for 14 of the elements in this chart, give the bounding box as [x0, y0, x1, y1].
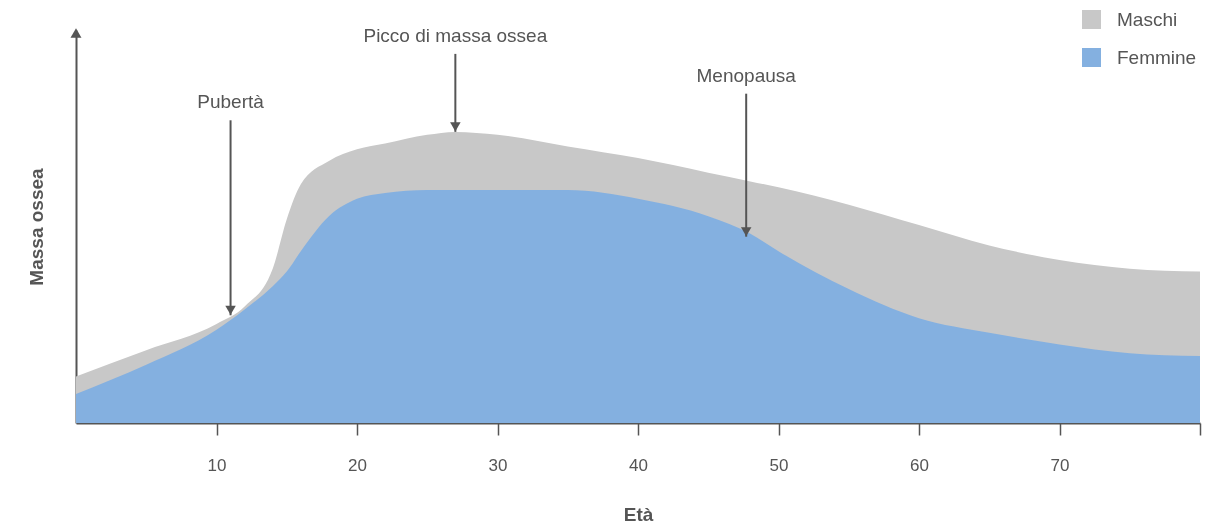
x-tick-label: 40 [629, 455, 648, 475]
annotation: Menopausa [696, 64, 797, 86]
annotation: Picco di massa ossea [363, 24, 548, 46]
x-tick-label: 60 [910, 455, 929, 475]
x-tick-label: 20 [348, 455, 367, 475]
legend-label: Femmine [1117, 46, 1197, 68]
x-tick-label: 70 [1050, 455, 1070, 475]
y-axis-title: Massa ossea [25, 167, 47, 286]
x-axis-title: Età [623, 503, 654, 525]
x-tick-label: 10 [207, 455, 227, 475]
annotation: Pubertà [197, 91, 265, 113]
legend-label: Maschi [1117, 8, 1178, 30]
x-tick-label: 50 [769, 455, 789, 475]
x-tick-label: 30 [488, 455, 508, 475]
